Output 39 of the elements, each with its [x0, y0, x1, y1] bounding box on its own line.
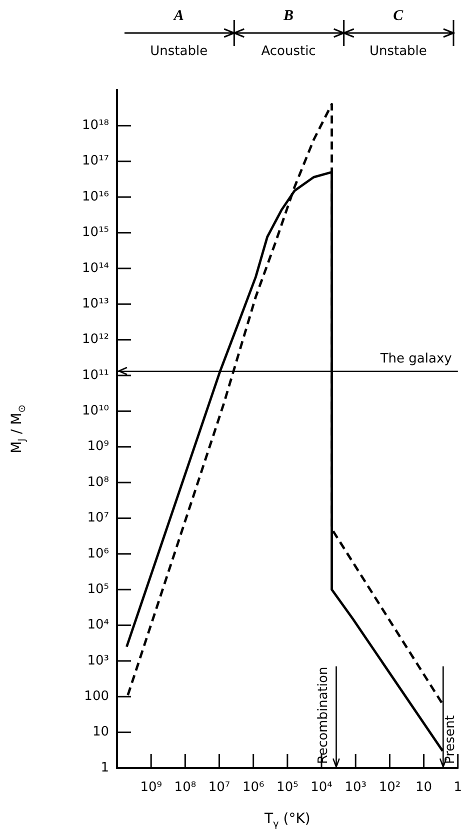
ref-line-label: Present [443, 715, 458, 764]
x-tick-label: 10⁸ [174, 780, 196, 796]
y-tick-label: 10⁹ [87, 439, 109, 454]
y-tick-label: 10³ [87, 653, 109, 668]
y-tick-label: 10¹⁴ [82, 260, 109, 276]
text: C [392, 8, 404, 26]
text: Unstable [368, 44, 428, 59]
y-tick-label: 10¹⁸ [82, 118, 109, 134]
y-tick-label: 10⁶ [87, 546, 109, 562]
ref-line-label: The galaxy [379, 351, 452, 366]
x-tick-label: 10⁷ [208, 780, 230, 796]
x-tick-label: 1 [454, 780, 462, 796]
y-tick-label: 10⁸ [87, 474, 109, 490]
x-tick-label: 10² [378, 780, 401, 796]
y-tick-label: 100 [84, 689, 109, 704]
y-tick-label: 10¹³ [82, 296, 109, 312]
y-tick-label: 10¹⁰ [82, 404, 109, 419]
text: Acoustic [260, 44, 317, 59]
x-tick-label: 10 [416, 780, 432, 796]
y-tick-label: 10¹⁷ [82, 154, 109, 169]
y-tick-label: 10⁵ [87, 582, 109, 597]
y-tick-label: 10⁴ [87, 618, 109, 633]
y-tick-label: 10⁷ [87, 510, 109, 526]
x-tick-label: 10⁵ [276, 780, 298, 796]
x-tick-label: 10⁴ [310, 780, 332, 796]
y-tick-label: 10¹¹ [82, 368, 109, 383]
text: A [172, 8, 185, 26]
y-tick-label: 1 [100, 760, 109, 776]
x-tick-label: 10⁹ [140, 780, 162, 796]
text: B [282, 8, 295, 26]
y-tick-label: 10¹⁶ [82, 189, 109, 204]
ref-line-label: Recombination [316, 666, 332, 764]
x-tick-label: 10³ [344, 780, 366, 796]
x-tick-label: 10⁶ [242, 780, 264, 796]
text: Unstable [149, 44, 209, 59]
y-tick-label: 10 [92, 724, 109, 740]
y-tick-label: 10¹⁵ [82, 225, 109, 240]
y-tick-label: 10¹² [82, 332, 109, 348]
y-axis-title: MJ / M⊙ [9, 404, 28, 454]
